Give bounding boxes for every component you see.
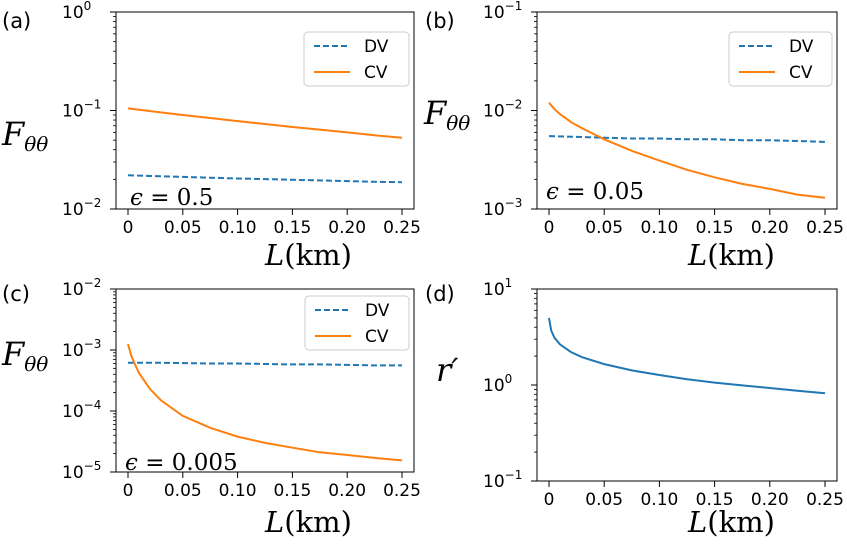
y-axis-label: Fθθ <box>1 115 48 156</box>
x-tick-label: 0.20 <box>751 490 789 510</box>
legend-box <box>303 31 410 87</box>
panel-letter: (d) <box>425 282 455 306</box>
y-tick-label: 10−5 <box>62 459 101 483</box>
y-tick-label: 10−2 <box>62 196 101 220</box>
x-tick-label: 0 <box>544 490 555 510</box>
panel-d: 101 100 10−1 0 0.05 0.10 0.15 0.20 0.25 (d) r′ L(km… <box>425 276 844 539</box>
x-tick-label: 0.25 <box>383 481 421 501</box>
legend-box <box>304 295 410 351</box>
panel-b: 10−1 10−2 10−3 0 0.05 0.10 0.15 0.20 0.25 DV CV (b)… <box>423 0 844 272</box>
legend: DV CV <box>303 31 410 87</box>
x-tick-label: 0.10 <box>219 218 257 238</box>
axes-frame <box>536 288 838 482</box>
x-tick-label: 0.05 <box>164 218 202 238</box>
y-tick-label: 10−3 <box>62 337 101 361</box>
x-tick-label: 0.05 <box>585 218 623 238</box>
legend-label: DV <box>364 37 389 57</box>
y-tick-label: 10−1 <box>483 0 522 23</box>
x-tick-label: 0.05 <box>164 481 202 501</box>
x-axis-label: L(km) <box>687 505 775 539</box>
x-tick-label: 0 <box>123 481 134 501</box>
x-tick-label: 0.25 <box>383 218 421 238</box>
panel-letter: (b) <box>425 9 455 33</box>
y-tick-label: 101 <box>483 276 512 300</box>
panel-a: 100 10−1 10−2 0 0.05 0.10 0.15 0.20 0.25 DV CV (a) F… <box>1 0 421 272</box>
y-tick-label: 10−1 <box>483 468 522 492</box>
series-line-dv <box>548 135 826 143</box>
legend-label: DV <box>365 301 390 321</box>
series-line-dv <box>127 174 403 184</box>
y-axis-label: r′ <box>436 351 459 389</box>
series-line-r <box>548 317 826 395</box>
x-tick-label: 0 <box>123 218 134 238</box>
panel-letter: (c) <box>2 282 30 306</box>
epsilon-annotation: ϵ = 0.005 <box>125 450 238 476</box>
y-axis-label: Fθθ <box>1 335 48 376</box>
legend: DV CV <box>728 31 833 87</box>
x-tick-label: 0.15 <box>273 218 311 238</box>
y-tick-label: 100 <box>62 0 91 23</box>
x-tick-label: 0.20 <box>328 481 366 501</box>
x-tick-label: 0.05 <box>585 490 623 510</box>
y-tick-label: 10−2 <box>62 276 101 300</box>
series-line-cv <box>127 343 403 462</box>
x-tick-label: 0.15 <box>696 218 734 238</box>
panel-c: 10−2 10−3 10−4 10−5 0 0.05 0.10 0.15 0.20 0.25 DV C… <box>1 276 421 539</box>
x-axis-label: L(km) <box>264 238 352 272</box>
x-tick-label: 0 <box>544 218 555 238</box>
y-tick-label: 10−4 <box>62 398 101 422</box>
epsilon-annotation: ϵ = 0.05 <box>546 179 644 205</box>
y-tick-label: 10−1 <box>62 98 101 122</box>
x-axis-label: L(km) <box>264 505 352 539</box>
x-tick-label: 0.10 <box>640 490 678 510</box>
y-tick-label: 100 <box>483 372 512 396</box>
x-tick-label: 0.25 <box>806 490 844 510</box>
legend-label: DV <box>789 37 814 57</box>
legend-label: CV <box>365 327 389 347</box>
legend-label: CV <box>789 63 813 83</box>
legend: DV CV <box>304 295 410 351</box>
x-tick-label: 0.10 <box>219 481 257 501</box>
series-line-cv <box>127 107 403 139</box>
panel-letter: (a) <box>2 9 31 33</box>
x-tick-label: 0.10 <box>640 218 678 238</box>
axes-frame <box>115 288 415 473</box>
legend-label: CV <box>364 63 388 83</box>
x-tick-label: 0.15 <box>696 490 734 510</box>
x-tick-label: 0.20 <box>751 218 789 238</box>
x-tick-label: 0.20 <box>328 218 366 238</box>
legend-box <box>728 31 833 87</box>
series-line-cv <box>548 102 826 199</box>
y-tick-label: 10−3 <box>483 196 522 220</box>
y-axis-label: Fθθ <box>423 94 470 135</box>
x-tick-label: 0.25 <box>806 218 844 238</box>
x-axis-label: L(km) <box>687 238 775 272</box>
y-tick-label: 10−2 <box>483 98 522 122</box>
series-line-dv <box>128 361 402 367</box>
x-tick-label: 0.15 <box>273 481 311 501</box>
epsilon-annotation: ϵ = 0.5 <box>130 185 213 211</box>
